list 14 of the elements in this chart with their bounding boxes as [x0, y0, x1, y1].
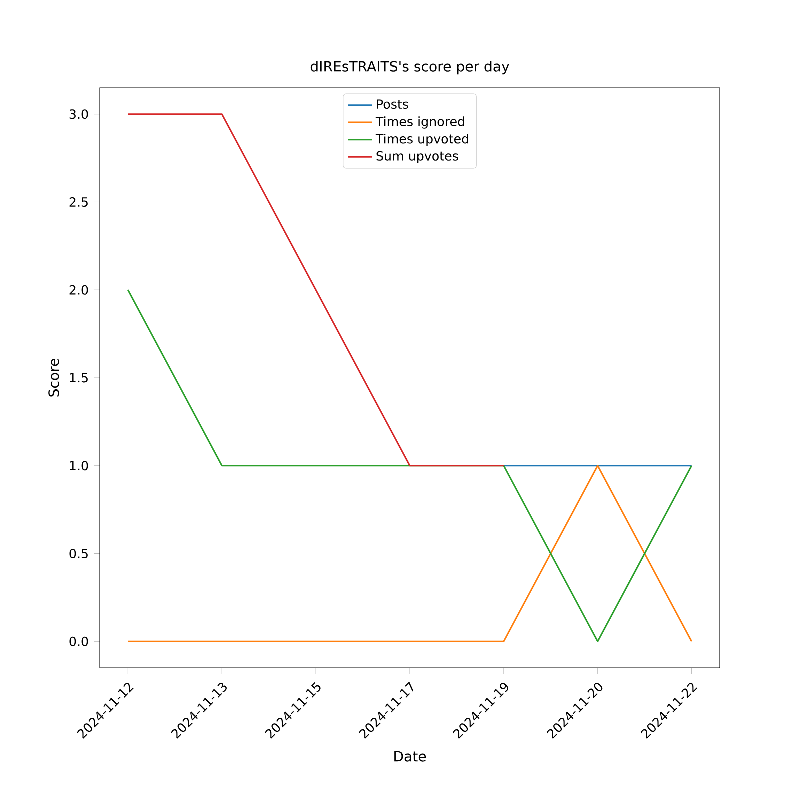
y-tick-label: 0.5: [70, 548, 88, 559]
y-tick-label: 2.0: [70, 285, 88, 295]
x-axis-title: Date: [394, 751, 426, 762]
y-tick-label: 0.0: [70, 636, 88, 646]
legend-label: Posts: [377, 100, 408, 110]
chart-title: dIREsTRAITS's score per day: [310, 60, 510, 75]
legend-label: Times upvoted: [376, 134, 468, 146]
y-tick-label: 1.0: [70, 461, 88, 471]
y-tick-label: 1.5: [70, 373, 88, 383]
y-tick-label: 2.5: [70, 197, 88, 208]
legend-label: Sum upvotes: [376, 151, 458, 164]
legend-label: Times ignored: [376, 116, 464, 129]
y-axis-title: Score: [48, 359, 60, 397]
y-tick-label: 3.0: [70, 110, 88, 120]
